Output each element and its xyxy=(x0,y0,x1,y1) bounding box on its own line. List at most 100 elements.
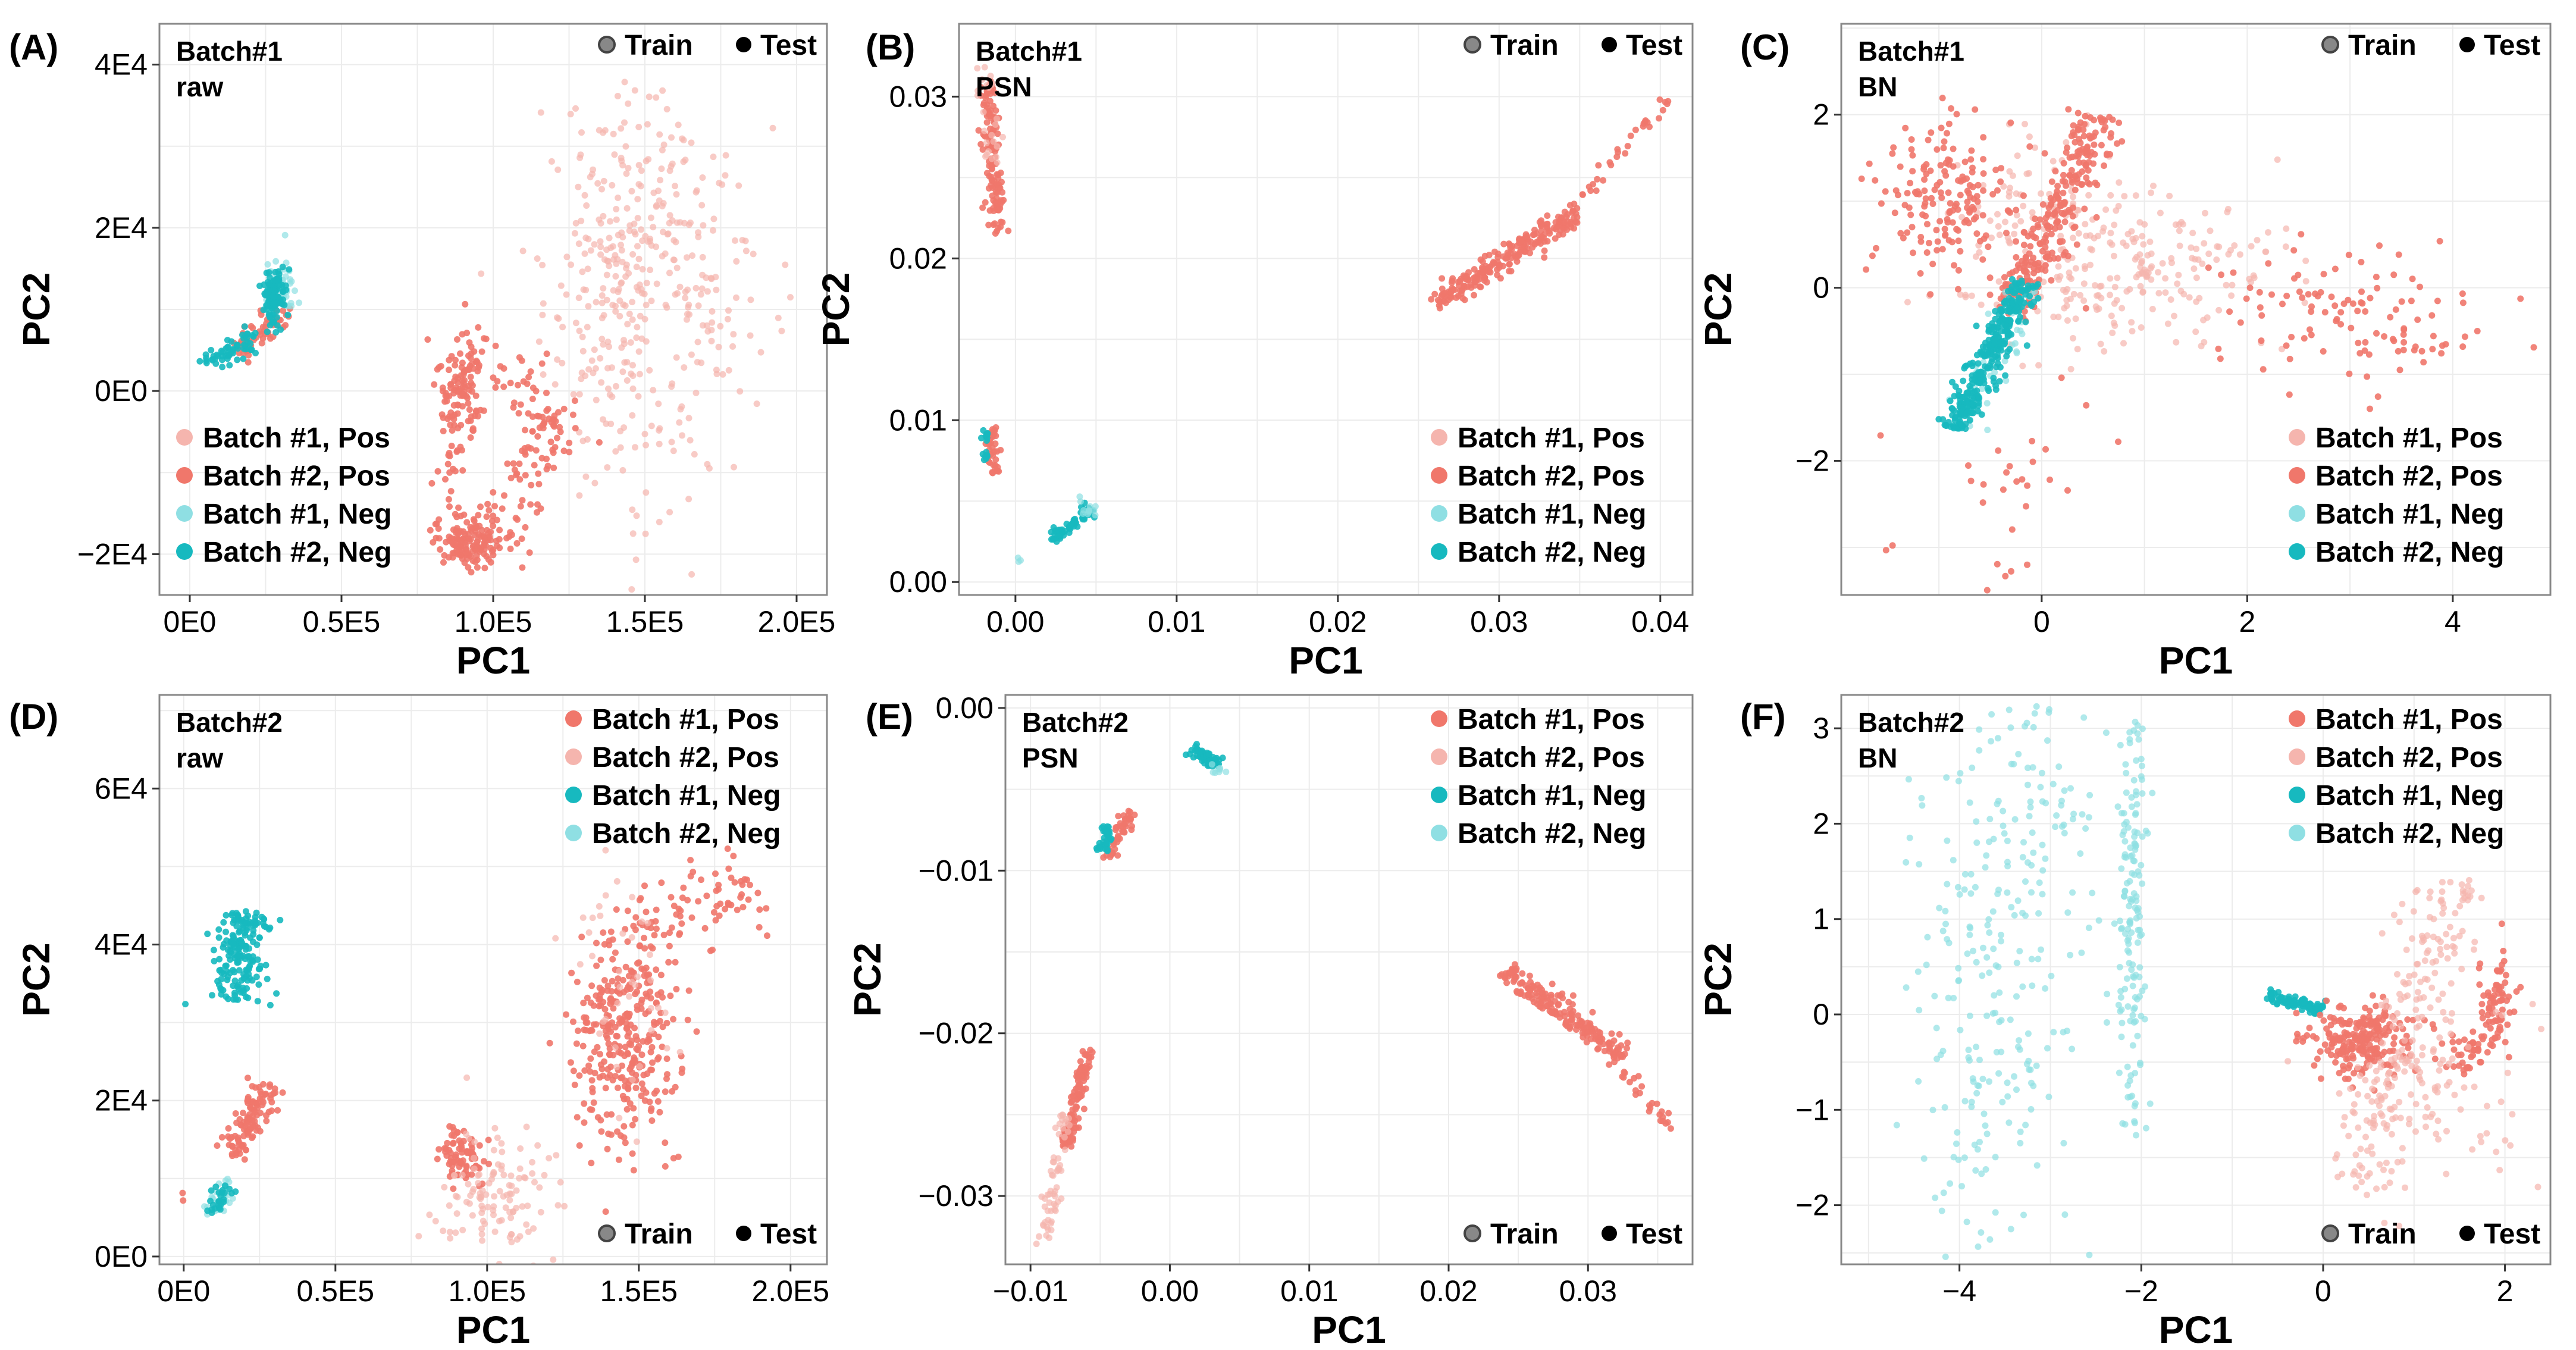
data-point xyxy=(1107,853,1114,860)
data-point xyxy=(606,1051,613,1058)
data-point xyxy=(1594,176,1601,183)
data-point xyxy=(576,1142,583,1149)
data-point xyxy=(449,427,456,434)
data-point xyxy=(2048,178,2055,185)
data-point xyxy=(666,929,673,936)
data-point xyxy=(1989,908,1997,915)
data-point xyxy=(472,392,480,399)
data-point xyxy=(1967,870,1975,878)
data-point xyxy=(2248,243,2255,250)
data-point xyxy=(593,299,600,306)
data-point xyxy=(507,474,515,481)
data-point xyxy=(747,881,753,888)
data-point xyxy=(522,524,529,531)
data-point xyxy=(475,1180,482,1187)
data-point xyxy=(662,1163,669,1170)
data-point xyxy=(1075,1072,1082,1079)
data-point xyxy=(256,283,264,289)
data-point xyxy=(1122,823,1129,830)
y-axis-title: PC2 xyxy=(1697,272,1740,347)
data-point xyxy=(616,967,622,975)
data-point xyxy=(616,297,623,304)
data-point xyxy=(2082,112,2089,120)
data-point xyxy=(579,333,586,340)
legend-swatch xyxy=(176,505,193,522)
data-point xyxy=(1961,1098,1969,1105)
data-point xyxy=(507,1172,515,1179)
data-point xyxy=(1994,560,2001,568)
data-point xyxy=(240,1142,247,1149)
data-point xyxy=(2346,370,2353,377)
data-point xyxy=(2065,106,2072,113)
data-point xyxy=(597,956,604,963)
data-point xyxy=(2358,288,2365,295)
data-point xyxy=(584,324,591,331)
data-point xyxy=(452,362,459,369)
data-point xyxy=(2392,306,2399,313)
data-point xyxy=(603,1111,610,1118)
data-point xyxy=(594,1114,601,1121)
data-point xyxy=(249,1083,256,1090)
data-point xyxy=(1570,207,1577,214)
data-point xyxy=(262,1091,269,1098)
data-point xyxy=(2022,1122,2029,1129)
data-point xyxy=(211,957,218,964)
data-point xyxy=(463,1198,470,1205)
y-tick-label: 2 xyxy=(1813,98,1829,131)
data-point xyxy=(477,503,484,510)
data-point xyxy=(643,158,650,165)
y-axis-title: PC2 xyxy=(846,942,889,1017)
data-point xyxy=(2129,328,2136,335)
data-point xyxy=(537,505,544,512)
data-point xyxy=(682,289,689,295)
data-point xyxy=(637,183,644,190)
data-point xyxy=(1063,1116,1069,1123)
data-point xyxy=(1046,1235,1053,1241)
panel-label: (B) xyxy=(866,27,915,67)
data-point xyxy=(750,250,757,258)
data-point xyxy=(534,255,541,262)
data-point xyxy=(1955,267,1962,274)
data-point xyxy=(2200,317,2207,324)
data-point xyxy=(1939,95,1946,102)
data-point xyxy=(992,107,999,114)
data-point xyxy=(1996,378,2003,385)
data-point xyxy=(540,371,547,378)
data-point xyxy=(673,986,680,992)
data-point xyxy=(1955,391,1962,399)
x-tick-label: 2.0E5 xyxy=(758,605,836,638)
data-point xyxy=(2333,316,2340,322)
data-point xyxy=(513,540,521,547)
data-point xyxy=(1950,425,1957,432)
data-point xyxy=(712,274,719,281)
plot-frame xyxy=(958,23,1694,596)
data-point xyxy=(2376,242,2383,249)
data-point xyxy=(1048,528,1055,535)
data-point xyxy=(647,237,654,245)
data-point xyxy=(1998,327,2005,334)
data-point xyxy=(600,1018,607,1025)
data-point xyxy=(1872,177,1879,184)
data-point xyxy=(2077,292,2084,299)
data-point xyxy=(2017,1128,2024,1135)
data-point xyxy=(1624,143,1631,150)
data-point xyxy=(1048,1218,1055,1225)
data-point xyxy=(496,1188,503,1195)
data-point xyxy=(2389,336,2396,343)
data-point xyxy=(219,364,226,371)
data-point xyxy=(1595,1045,1602,1052)
data-point xyxy=(1990,378,1997,385)
data-point xyxy=(992,465,999,472)
data-point xyxy=(673,191,680,198)
data-point xyxy=(232,1110,239,1117)
data-point xyxy=(604,339,612,346)
data-point xyxy=(1606,159,1613,166)
data-point xyxy=(2079,168,2086,175)
data-point xyxy=(492,384,499,391)
data-point xyxy=(2070,290,2077,297)
data-point xyxy=(2017,314,2024,321)
data-point xyxy=(2262,248,2269,255)
data-point xyxy=(563,253,571,261)
data-point xyxy=(242,932,249,939)
